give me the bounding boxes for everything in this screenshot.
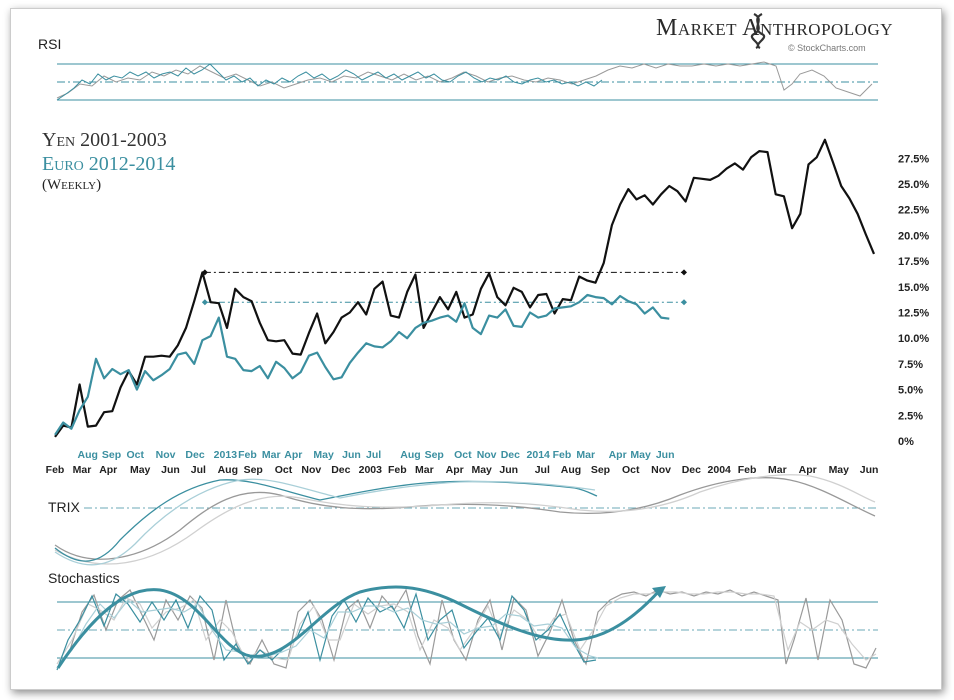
trix-label: TRIX [48,499,81,515]
y-tick-label: 22.5% [898,205,929,217]
series-line-euro [54,293,670,436]
x-tick-label-euro: Nov [477,449,497,461]
x-tick-label-euro: Dec [501,449,520,461]
x-tick-label-yen: Oct [275,464,293,476]
x-tick-label-euro: Apr [284,449,302,461]
brand-name: Market Anthropology [656,15,893,41]
trix-panel: TRIX [48,474,878,566]
series-line-yen [54,138,876,438]
x-tick-label-euro: Jun [656,449,675,461]
x-tick-label-euro: 2013 [214,449,238,461]
x-tick-label-euro: Oct [454,449,472,461]
arrowhead-icon [652,586,666,598]
x-tick-label-euro: Jul [366,449,381,461]
title-euro: Euro 2012-2014 [42,153,175,175]
rsi-line-euro [56,63,603,101]
y-tick-label: 17.5% [898,256,929,268]
x-tick-label-yen: Mar [415,464,434,476]
x-tick-label-yen: 2004 [708,464,732,476]
x-tick-label-euro: Feb [553,449,572,461]
x-tick-label-yen: Aug [561,464,581,476]
stoch-line-blue-light [56,599,599,669]
x-tick-label-yen: Jul [535,464,550,476]
x-tick-label-yen: May [471,464,492,476]
stochastics-label: Stochastics [48,570,120,586]
x-tick-label-euro: Jun [342,449,361,461]
x-tick-label-yen: Mar [73,464,92,476]
x-tick-label-euro: Nov [156,449,176,461]
dna-logo-icon [750,13,766,49]
x-tick-label-yen: Nov [651,464,671,476]
rsi-panel: RSI [38,36,878,101]
x-tick-label-yen: 2003 [359,464,383,476]
trix-line-blue-light [54,478,596,566]
x-tick-label-yen: Nov [301,464,321,476]
trix-line-blue [54,479,598,562]
stoch-cycle-annotation [56,585,662,669]
y-tick-label: 15.0% [898,282,929,294]
resistance-marker-1-end [680,269,687,276]
x-tick-label-yen: Dec [331,464,350,476]
x-tick-label-yen: Jun [161,464,180,476]
y-tick-label: 25.0% [898,179,929,191]
x-tick-label-euro: Dec [185,449,204,461]
y-tick-label: 7.5% [898,359,923,371]
x-tick-label-yen: Jun [499,464,518,476]
chart-frame [10,8,942,690]
x-tick-label-yen: May [130,464,151,476]
x-tick-label-yen: Feb [738,464,757,476]
x-tick-label-euro: 2014 [527,449,551,461]
x-tick-label-euro: Sep [425,449,444,461]
y-tick-label: 0% [898,436,914,448]
main-plot: 0% 2.5% 5.0% 7.5% 10.0% 12.5% 15.0% 17.5% 20.0% 2… [46,138,929,476]
trix-line-gray-dark [54,477,876,560]
title-yen: Yen 2001-2003 [42,129,167,151]
title-weekly: (Weekly) [42,177,101,193]
y-tick-label: 2.5% [898,410,923,422]
x-tick-label-euro: Aug [400,449,420,461]
rsi-line-yen [56,61,873,99]
x-tick-label-yen: May [829,464,850,476]
main-title: Yen 2001-2003 Euro 2012-2014 (Weekly) [42,129,175,193]
x-tick-label-euro: Sep [102,449,121,461]
stochastics-panel: Stochastics [48,570,878,671]
x-tick-label-yen: Feb [46,464,65,476]
x-tick-label-euro: Oct [127,449,145,461]
resistance-marker-2-end [680,299,687,306]
x-tick-label-yen: Feb [388,464,407,476]
x-tick-label-euro: May [313,449,334,461]
x-tick-label-yen: Mar [768,464,787,476]
x-tick-label-yen: Oct [622,464,640,476]
resistance-marker-2-start [201,299,208,306]
x-tick-label-yen: Aug [218,464,238,476]
x-tick-label-euro: Mar [262,449,281,461]
y-tick-label: 10.0% [898,333,929,345]
x-tick-label-yen: Dec [682,464,701,476]
x-tick-label-euro: Feb [238,449,257,461]
y-tick-label: 5.0% [898,385,923,397]
x-tick-label-yen: Sep [591,464,610,476]
x-tick-label-yen: Jun [860,464,879,476]
y-tick-label: 20.0% [898,230,929,242]
x-tick-label-yen: Sep [244,464,263,476]
x-tick-label-yen: Jul [191,464,206,476]
x-tick-label-yen: Apr [446,464,464,476]
x-tick-label-yen: Apr [99,464,117,476]
source-credit: © StockCharts.com [788,43,866,53]
stoch-line-light-gray [56,591,877,665]
y-tick-label: 27.5% [898,153,929,165]
x-tick-label-euro: Mar [576,449,595,461]
x-tick-label-yen: Apr [799,464,817,476]
trix-line-gray-light [54,474,876,565]
rsi-label: RSI [38,36,61,52]
x-tick-label-euro: May [630,449,651,461]
y-tick-label: 12.5% [898,307,929,319]
x-tick-label-euro: Apr [609,449,627,461]
x-tick-label-euro: Aug [78,449,98,461]
brand: Market Anthropology © StockCharts.com [656,13,893,53]
